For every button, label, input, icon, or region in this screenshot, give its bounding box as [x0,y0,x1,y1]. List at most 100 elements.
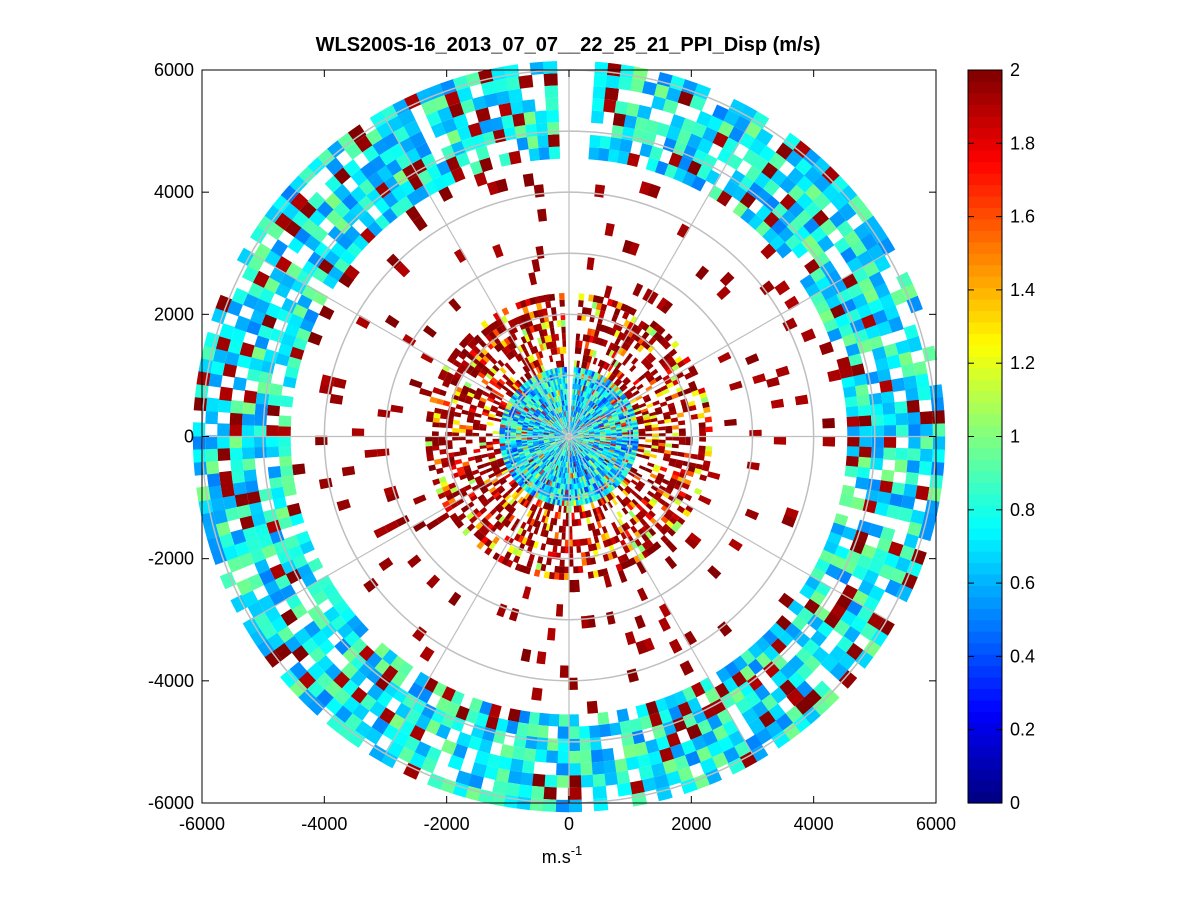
data-cell [439,449,447,455]
data-cell [596,450,602,454]
data-cell [600,533,607,542]
data-cell [654,478,662,486]
data-cell [534,448,541,452]
data-cell [337,233,354,250]
data-cell [629,412,636,417]
data-cell [494,383,502,390]
data-cell [610,443,616,447]
data-cell [578,435,584,436]
data-cell [645,439,653,443]
data-cell [649,145,664,161]
data-cell [755,652,772,669]
data-cell [578,482,582,489]
data-cell [556,427,562,432]
data-cell [611,457,617,462]
data-cell [784,234,802,251]
data-cell [761,629,778,646]
data-cell [426,450,434,457]
data-cell [535,359,541,367]
data-cell [495,472,503,478]
data-cell [581,425,587,429]
data-cell [578,738,591,751]
data-cell [552,545,558,553]
data-cell [560,434,566,436]
data-cell [474,391,483,398]
data-cell [528,447,535,451]
colorbar-step [968,264,1002,277]
data-cell [234,315,251,332]
data-cell [760,243,777,260]
data-cell [278,415,292,427]
data-cell [512,451,519,455]
data-cell [572,378,576,384]
data-cell [460,388,469,396]
data-cell [566,427,569,433]
data-cell [419,646,435,662]
data-cell [589,401,594,407]
data-cell [582,397,587,404]
data-cell [282,483,297,497]
data-cell [630,541,638,550]
data-cell [239,342,255,358]
data-cell [910,509,925,526]
data-cell [537,399,542,406]
data-cell [542,328,548,337]
data-cell [484,538,493,548]
data-cell [723,180,740,197]
data-cell [691,389,700,397]
data-cell [554,433,560,435]
data-cell [545,453,551,459]
data-cell [572,432,578,436]
data-cell [553,423,559,428]
data-cell [546,414,552,419]
data-cell [510,523,518,532]
data-cell [554,414,559,420]
data-cell [524,364,531,372]
data-cell [592,383,597,390]
data-cell [551,469,556,476]
data-cell [582,391,586,397]
data-cell [562,456,565,462]
data-cell [529,408,535,413]
data-cell [253,435,267,448]
data-cell [550,504,555,512]
data-cell [762,661,780,679]
data-cell [574,389,578,395]
data-cell [600,303,608,312]
data-cell [554,439,561,441]
data-cell [484,715,499,730]
data-cell [455,770,473,786]
data-cell [412,626,427,642]
data-cell [669,743,686,760]
data-cell [541,457,547,462]
data-cell [544,429,550,432]
data-cell [312,266,329,283]
data-cell [507,708,521,723]
data-cell [482,499,490,508]
data-cell [538,428,545,432]
data-cell [661,388,670,395]
data-cell [441,117,458,134]
data-cell [601,405,607,411]
data-cell [521,536,528,545]
data-cell [559,293,565,300]
data-cell [633,741,649,757]
data-cell [579,750,592,764]
data-cell [275,505,290,520]
data-cell [773,436,787,445]
data-cell [638,465,647,471]
data-cell [731,655,748,672]
data-cell [568,714,580,727]
data-cell [550,418,555,423]
data-cell [542,458,548,463]
data-cell [521,457,527,462]
data-cell [762,179,781,197]
data-cell [554,396,558,403]
data-cell [501,417,508,421]
data-cell [547,122,560,135]
data-cell [565,450,567,457]
data-cell [603,423,610,427]
data-cell [803,598,820,615]
data-cell [906,399,920,414]
data-cell [583,398,588,404]
